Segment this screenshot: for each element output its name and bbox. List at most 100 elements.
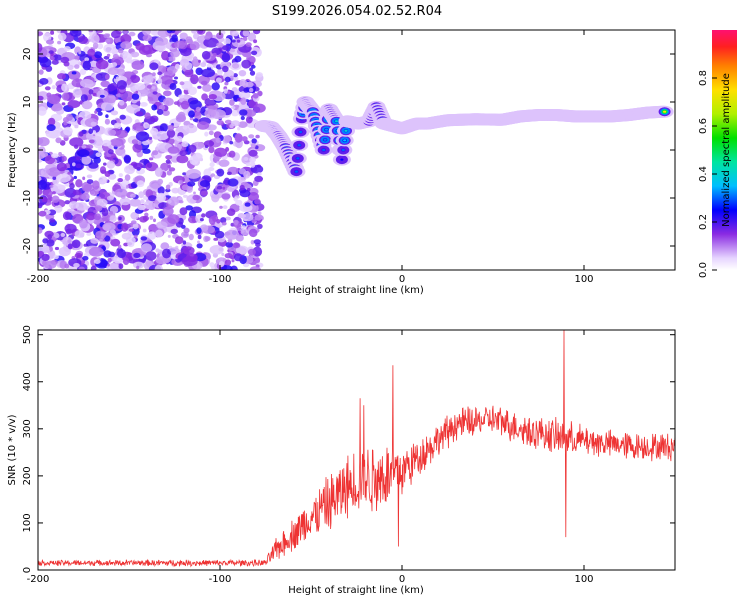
spectrogram-noise-blob bbox=[229, 99, 235, 106]
spectrogram-noise-blob bbox=[80, 94, 88, 102]
spectrogram-noise-blob bbox=[198, 59, 201, 63]
spectrogram-noise-blob bbox=[170, 228, 178, 235]
spectrogram-noise-blob bbox=[183, 194, 188, 198]
spectrogram-noise-blob bbox=[94, 213, 101, 221]
spectrogram-noise-blob bbox=[174, 236, 184, 245]
spectrogram-noise-blob bbox=[61, 102, 66, 106]
spectrogram-noise-blob bbox=[94, 51, 102, 59]
spectrogram-noise-blob bbox=[141, 75, 154, 84]
spectrogram-noise-blob bbox=[132, 143, 143, 153]
spectrogram-noise-blob bbox=[220, 217, 227, 224]
spectrogram-noise-blob bbox=[245, 53, 252, 58]
spectrogram-noise-blob bbox=[221, 252, 225, 257]
spectrogram-noise-blob bbox=[101, 208, 109, 217]
spectrogram-noise-blob bbox=[72, 189, 82, 196]
spectrogram-noise-blob bbox=[162, 206, 174, 216]
spectrogram-noise-blob bbox=[145, 251, 157, 261]
spectrogram-noise-blob bbox=[110, 238, 121, 247]
spectrogram-y-ticks: -20 -10 0 10 20 bbox=[22, 48, 675, 254]
spectrogram-noise-blob bbox=[177, 111, 186, 122]
spectrogram-ridge-cell bbox=[334, 120, 339, 123]
spectrogram-noise-blob bbox=[107, 67, 120, 75]
snr-x-tick-label: 0 bbox=[399, 574, 405, 585]
colorbar-tick-label: 0.0 bbox=[698, 262, 709, 278]
spectrogram-noise-blob bbox=[96, 198, 108, 207]
spectrogram-noise-blob bbox=[104, 74, 110, 80]
spectrogram-noise-blob bbox=[131, 93, 140, 100]
snr-x-ticks: -200 -100 0 100 bbox=[27, 330, 594, 585]
spectrogram-noise-blob bbox=[203, 140, 215, 147]
spectrogram-noise-blob bbox=[57, 73, 66, 80]
spectrogram-noise-blob bbox=[150, 30, 158, 36]
spectrogram-noise-blob bbox=[193, 118, 199, 123]
spectrogram-noise-blob bbox=[57, 40, 62, 45]
spectrogram-noise-blob bbox=[81, 181, 93, 192]
spectrogram-noise-blob bbox=[192, 56, 198, 62]
spectrogram-noise-blob bbox=[154, 264, 163, 270]
spectrogram-noise-blob bbox=[215, 77, 222, 83]
spectrogram-noise-blob bbox=[123, 154, 131, 163]
spectrogram-noise-blob bbox=[92, 92, 97, 96]
spectrogram-noise-blob bbox=[160, 162, 169, 172]
spectrogram-noise-blob bbox=[216, 42, 224, 48]
spectrogram-noise-blob bbox=[224, 119, 232, 124]
spectrogram-noise-blob bbox=[209, 162, 215, 168]
spectrogram-noise-blob bbox=[245, 162, 251, 167]
spectrogram-noise-blob bbox=[192, 194, 200, 201]
spectrogram-noise-blob bbox=[152, 150, 159, 156]
spectrogram-noise-blob bbox=[209, 245, 224, 255]
spectrogram-noise-blob bbox=[133, 252, 141, 258]
spectrogram-noise-blob bbox=[257, 211, 262, 216]
spectrogram-noise-blob bbox=[254, 198, 261, 205]
spectrogram-noise-blob bbox=[240, 225, 247, 230]
spectrogram-noise-blob bbox=[78, 50, 82, 55]
spectrogram-noise-blob bbox=[202, 84, 212, 92]
spectrogram-noise-blob bbox=[81, 145, 87, 149]
spectrogram-noise-blob bbox=[217, 72, 223, 76]
spectrogram-noise-blob bbox=[162, 248, 171, 259]
spectrogram-noise-blob bbox=[117, 249, 126, 259]
spectrogram-noise-blob bbox=[200, 80, 208, 86]
spectrogram-noise-blob bbox=[182, 172, 187, 176]
spectrogram-noise-blob bbox=[142, 34, 153, 42]
spectrogram-ridge-cell bbox=[294, 170, 298, 173]
spectrogram-noise-blob bbox=[86, 174, 93, 179]
spectrogram-noise-blob bbox=[159, 123, 168, 132]
spectrogram-noise-blob bbox=[222, 186, 226, 190]
spectrogram-noise-blob bbox=[127, 241, 135, 248]
spectrogram-noise-blob bbox=[97, 111, 103, 116]
spectrogram-noise-blob bbox=[248, 228, 258, 238]
spectrogram-noise-blob bbox=[112, 54, 119, 59]
spectrogram-noise-blob bbox=[102, 222, 116, 232]
spectrogram-noise-blob bbox=[115, 76, 121, 81]
spectrogram-noise-blob bbox=[130, 193, 136, 198]
spectrogram-noise-blob bbox=[57, 184, 66, 191]
spectrogram-noise-blob bbox=[54, 204, 63, 213]
spectrogram-noise-blob bbox=[239, 109, 248, 116]
spectrogram-noise-blob bbox=[164, 84, 169, 90]
spectrogram-noise-blob bbox=[131, 220, 137, 225]
spectrogram-noise-blob bbox=[82, 176, 86, 181]
colorbar-tick-label: 0.8 bbox=[698, 70, 709, 86]
spectrogram-noise-blob bbox=[227, 178, 239, 187]
spectrogram-noise-blob bbox=[238, 70, 247, 77]
spectrogram-noise-blob bbox=[148, 195, 157, 202]
spectrogram-x-tick-label: 100 bbox=[574, 274, 593, 285]
spectrogram-noise-blob bbox=[129, 75, 141, 84]
spectrogram-noise-blob bbox=[170, 49, 181, 58]
spectrogram-noise-blob bbox=[182, 240, 187, 245]
spectrogram-noise-blob bbox=[106, 53, 111, 58]
spectrogram-ridge-cell bbox=[296, 157, 300, 160]
spectrogram-noise-blob bbox=[39, 58, 52, 68]
spectrogram-noise-blob bbox=[138, 191, 145, 199]
spectrogram-noise-blob bbox=[241, 136, 248, 142]
spectrogram-noise-blob bbox=[135, 131, 150, 142]
spectrogram-noise-blob bbox=[51, 59, 59, 65]
spectrogram-ridge-cell bbox=[663, 110, 667, 113]
spectrogram-noise-blob bbox=[155, 130, 169, 141]
colorbar-gradient bbox=[712, 30, 737, 270]
spectrogram-noise-blob bbox=[180, 100, 190, 110]
spectrogram-noise-blob bbox=[81, 155, 92, 165]
spectrogram-noise-blob bbox=[38, 95, 44, 101]
spectrogram-noise-blob bbox=[152, 72, 156, 77]
